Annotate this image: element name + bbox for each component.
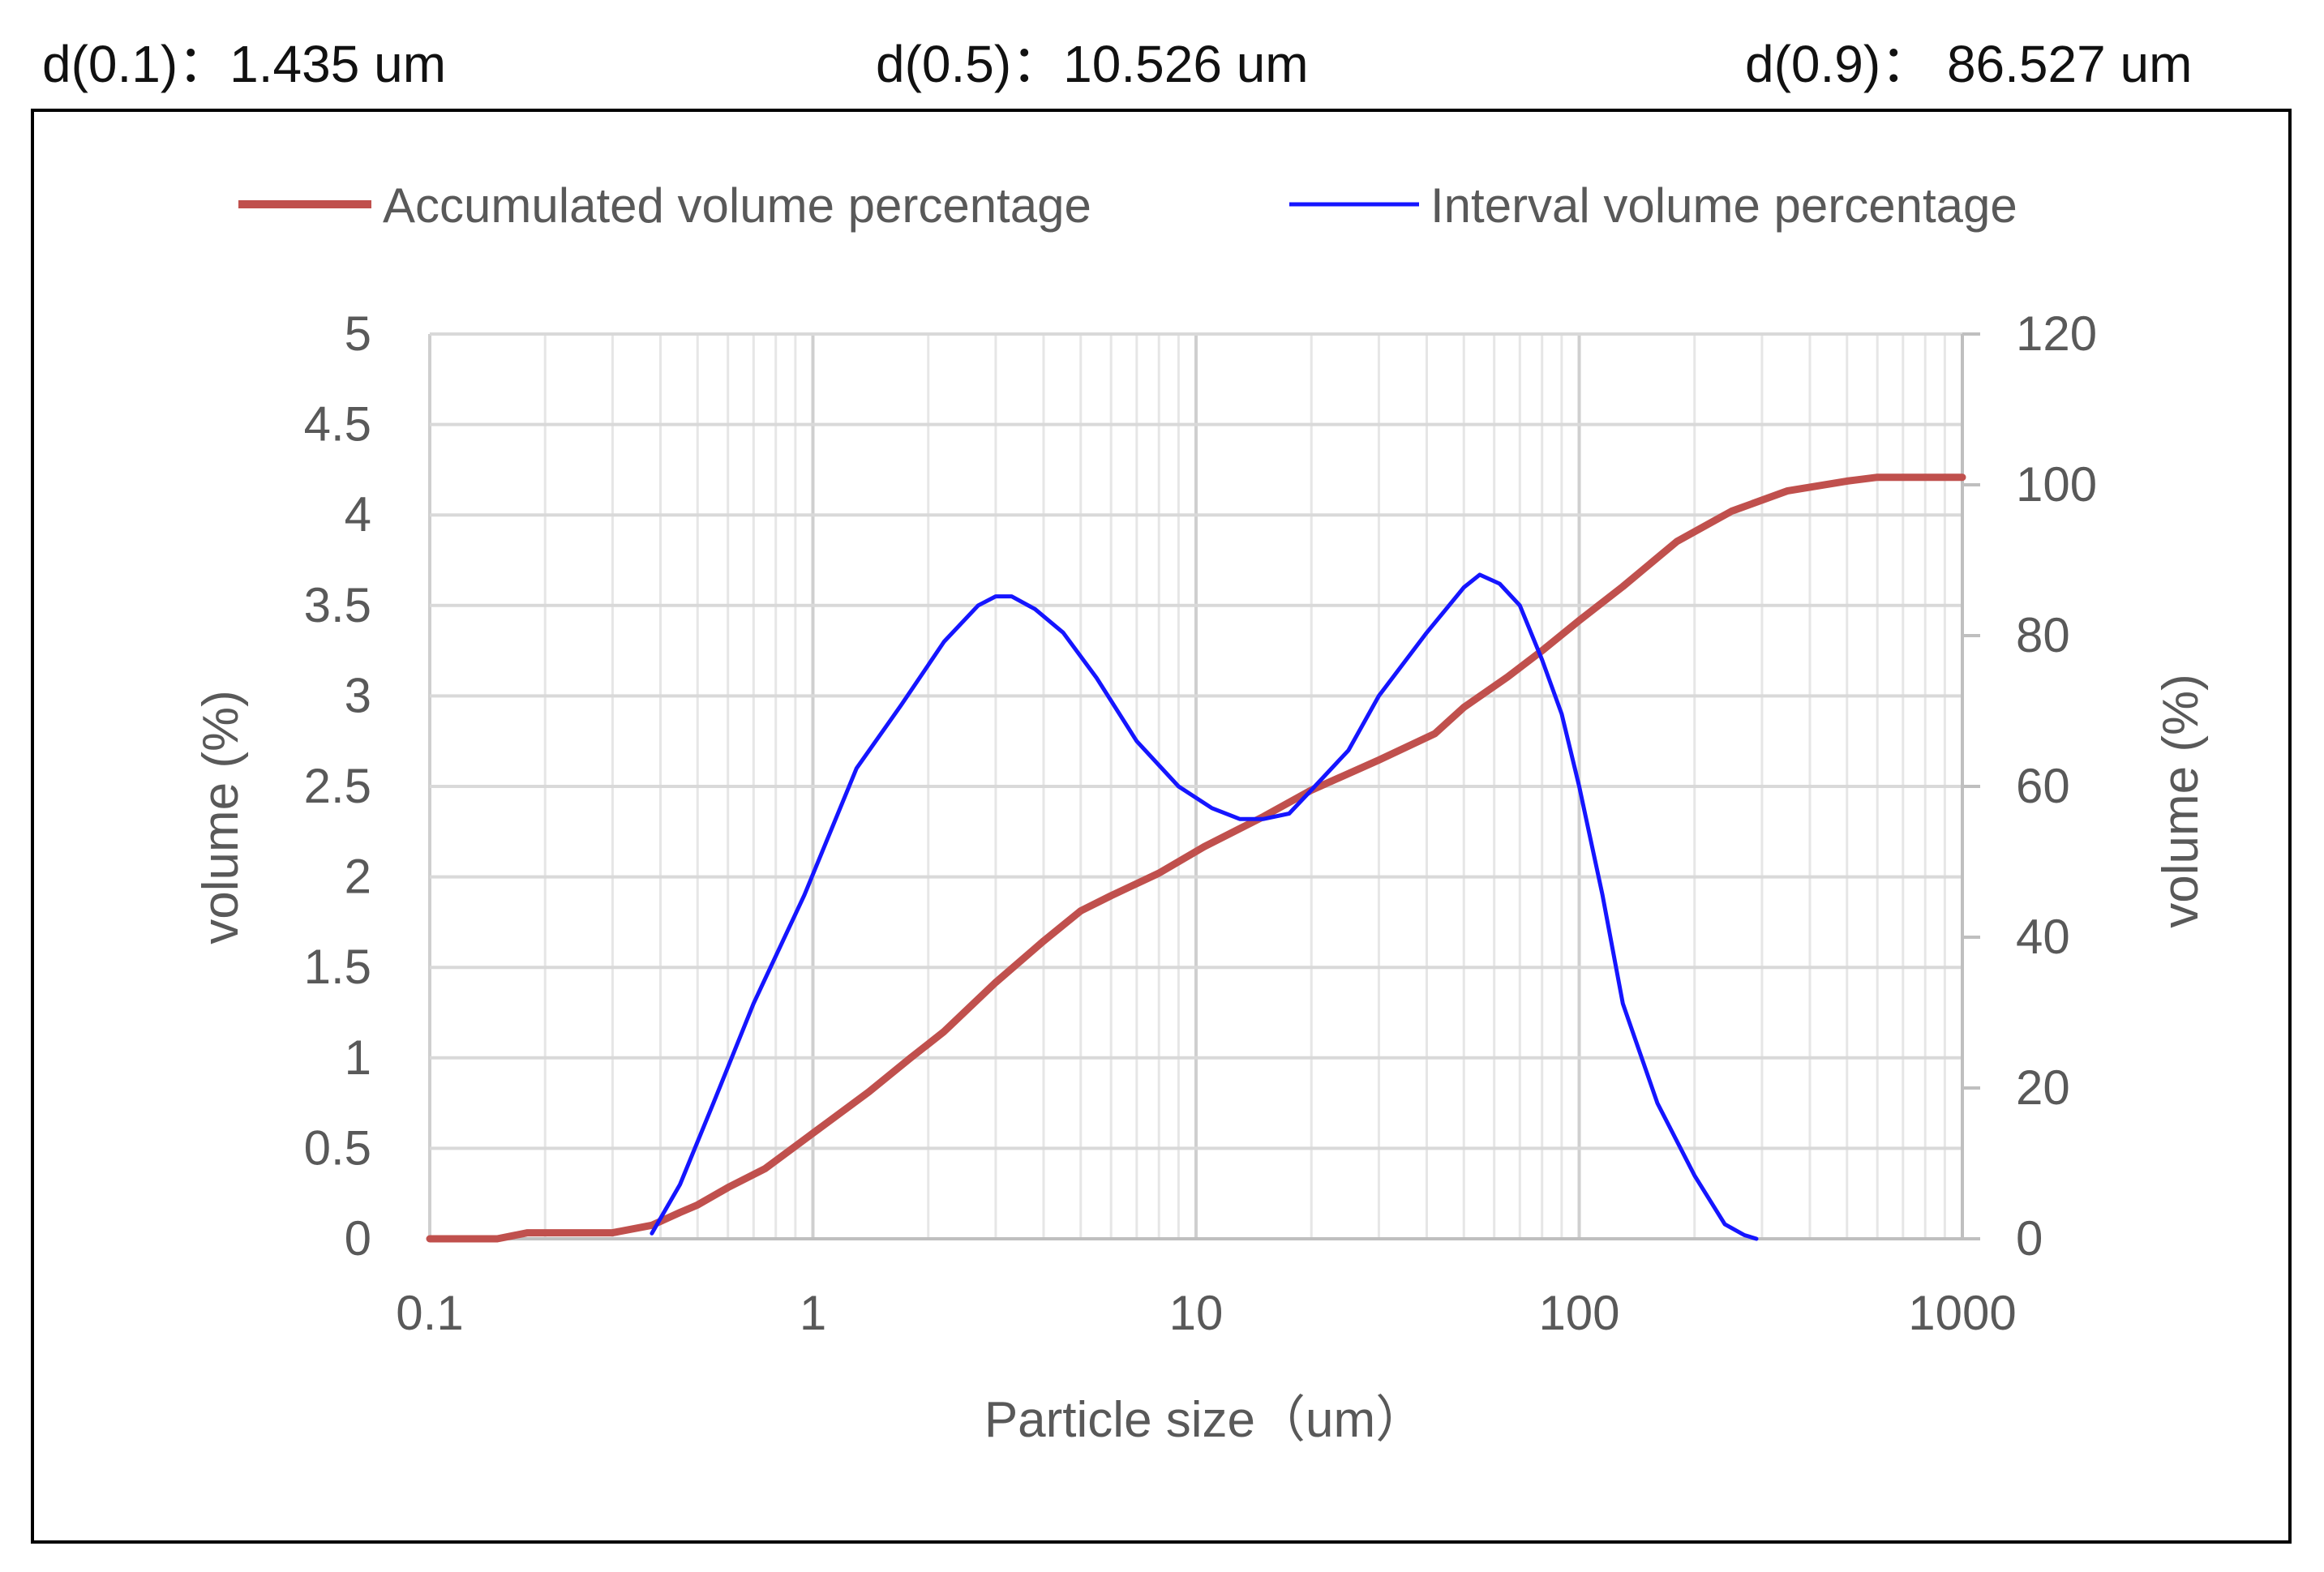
left-y-tick-label: 0.5 [304, 1120, 371, 1175]
x-tick-label: 1000 [1908, 1286, 2016, 1340]
d10-value: d(0.1)：1.435 um [42, 35, 447, 93]
right-y-tick-label: 120 [2016, 306, 2097, 361]
right-y-axis-title: volume (%) [2153, 674, 2209, 928]
x-tick-labels: 0.1 1 10 100 1000 [396, 1286, 2016, 1340]
x-tick-label: 100 [1538, 1286, 1619, 1340]
axes [430, 332, 1980, 1240]
left-y-tick-label: 0 [345, 1211, 371, 1266]
x-tick-label: 0.1 [396, 1286, 463, 1340]
left-y-tick-label: 2 [345, 850, 371, 904]
right-y-tick-label: 0 [2016, 1211, 2043, 1266]
legend-label-interval: Interval volume percentage [1430, 178, 2017, 233]
x-tick-label: 10 [1169, 1286, 1224, 1340]
right-y-tick-label: 60 [2016, 759, 2070, 813]
left-y-tick-label: 1.5 [304, 940, 371, 994]
x-tick-label: 1 [800, 1286, 826, 1340]
right-y-tick-label: 20 [2016, 1060, 2070, 1115]
d90-value: d(0.9)： 86.527 um [1745, 35, 2193, 93]
left-y-tick-label: 3.5 [304, 578, 371, 632]
series [426, 473, 1966, 1243]
right-y-tick-label: 100 [2016, 457, 2097, 512]
d50-value: d(0.5)：10.526 um [876, 35, 1309, 93]
left-y-tick-label: 1 [345, 1030, 371, 1085]
left-y-tick-label: 3 [345, 668, 371, 722]
left-y-tick-labels: 0 0.5 1 1.5 2 2.5 3 3.5 4 4.5 5 [304, 306, 371, 1266]
left-y-axis-title: volume (%) [193, 690, 249, 944]
interval-volume-line [650, 572, 1759, 1241]
left-y-tick-label: 4 [345, 487, 371, 542]
left-y-tick-label: 2.5 [304, 759, 371, 813]
right-y-tick-label: 40 [2016, 910, 2070, 964]
accumulated-volume-line [426, 473, 1966, 1243]
right-y-tick-label: 80 [2016, 608, 2070, 662]
right-y-tick-labels: 0 20 40 60 80 100 120 [2016, 306, 2097, 1266]
legend: Accumulated volume percentage Interval v… [238, 178, 2017, 233]
left-y-tick-label: 4.5 [304, 397, 371, 452]
x-axis-title: Particle size（um） [984, 1392, 1426, 1448]
chart-frame [31, 109, 2292, 1544]
legend-label-accumulated: Accumulated volume percentage [383, 178, 1091, 233]
left-y-tick-label: 5 [345, 306, 371, 361]
